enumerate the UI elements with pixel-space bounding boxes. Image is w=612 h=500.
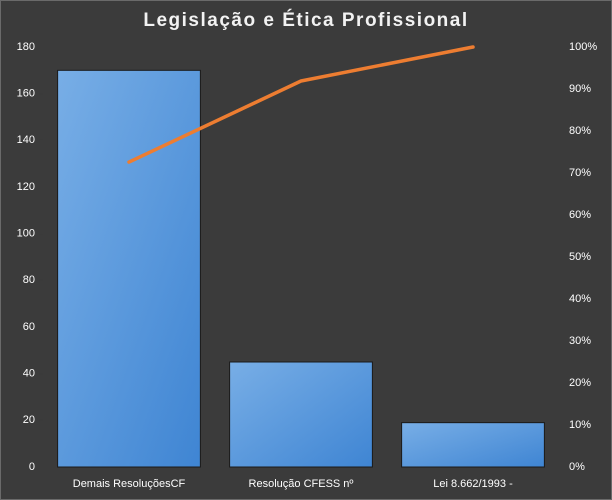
y-tick-label: 100 [17, 228, 35, 240]
y2-tick-label: 60% [569, 209, 591, 221]
y-tick-label: 180 [17, 41, 35, 53]
chart-title: Legislação e Ética Profissional [143, 9, 468, 31]
y2-tick-label: 100% [569, 41, 597, 53]
y2-tick-label: 30% [569, 335, 591, 347]
y-tick-label: 160 [17, 88, 35, 100]
y2-tick-label: 70% [569, 167, 591, 179]
line [127, 45, 475, 164]
y2-tick-label: 90% [569, 83, 591, 95]
y-tick-label: 20 [23, 414, 35, 426]
y2-tick-label: 0% [569, 461, 585, 473]
y-tick-label: 60 [23, 321, 35, 333]
y-tick-label: 140 [17, 134, 35, 146]
y2-tick-label: 20% [569, 377, 591, 389]
y-tick-label: 0 [29, 461, 35, 473]
y-tick-label: 40 [23, 368, 35, 380]
bar [57, 69, 201, 468]
x-tick-label: Resolução CFESS nº [249, 478, 354, 490]
y2-tick-label: 80% [569, 125, 591, 137]
x-tick-label: Lei 8.662/1993 - [433, 478, 513, 490]
y2-tick-label: 40% [569, 293, 591, 305]
bar [401, 422, 545, 468]
y2-tick-label: 10% [569, 419, 591, 431]
y-tick-label: 80 [23, 274, 35, 286]
y2-tick-label: 50% [569, 251, 591, 263]
x-tick-label: Demais ResoluçõesCF [73, 478, 186, 490]
y-tick-label: 120 [17, 181, 35, 193]
bar [229, 361, 373, 468]
